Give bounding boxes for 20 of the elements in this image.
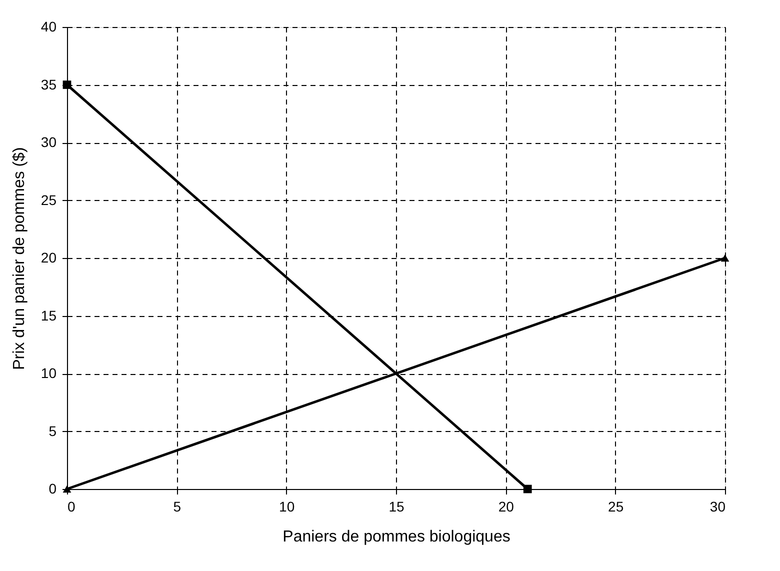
y-tick-label: 40 [40, 18, 57, 34]
x-tick-label: 5 [173, 498, 182, 514]
x-tick-label: 25 [608, 498, 624, 514]
y-tick-label: 30 [40, 134, 57, 150]
x-tick-label: 10 [279, 498, 295, 514]
y-tick-label: 10 [40, 365, 57, 381]
x-tick-label: 0 [68, 498, 76, 514]
x-tick-label: 30 [710, 498, 726, 514]
x-axis-title: Paniers de pommes biologiques [282, 528, 510, 546]
x-tick-label: 20 [498, 498, 514, 514]
x-tick-label: 15 [388, 498, 404, 514]
y-tick-label: 15 [40, 307, 57, 324]
y-tick-label: 5 [48, 422, 57, 439]
y-tick-label: 35 [40, 76, 57, 92]
y-tick-label: 0 [48, 480, 57, 496]
point [523, 484, 532, 494]
y-tick-label: 20 [40, 250, 57, 266]
y-axis-title: Prix d'un panier de pommes ($) [10, 147, 28, 370]
y-tick-label: 25 [40, 192, 57, 208]
point [62, 80, 72, 89]
